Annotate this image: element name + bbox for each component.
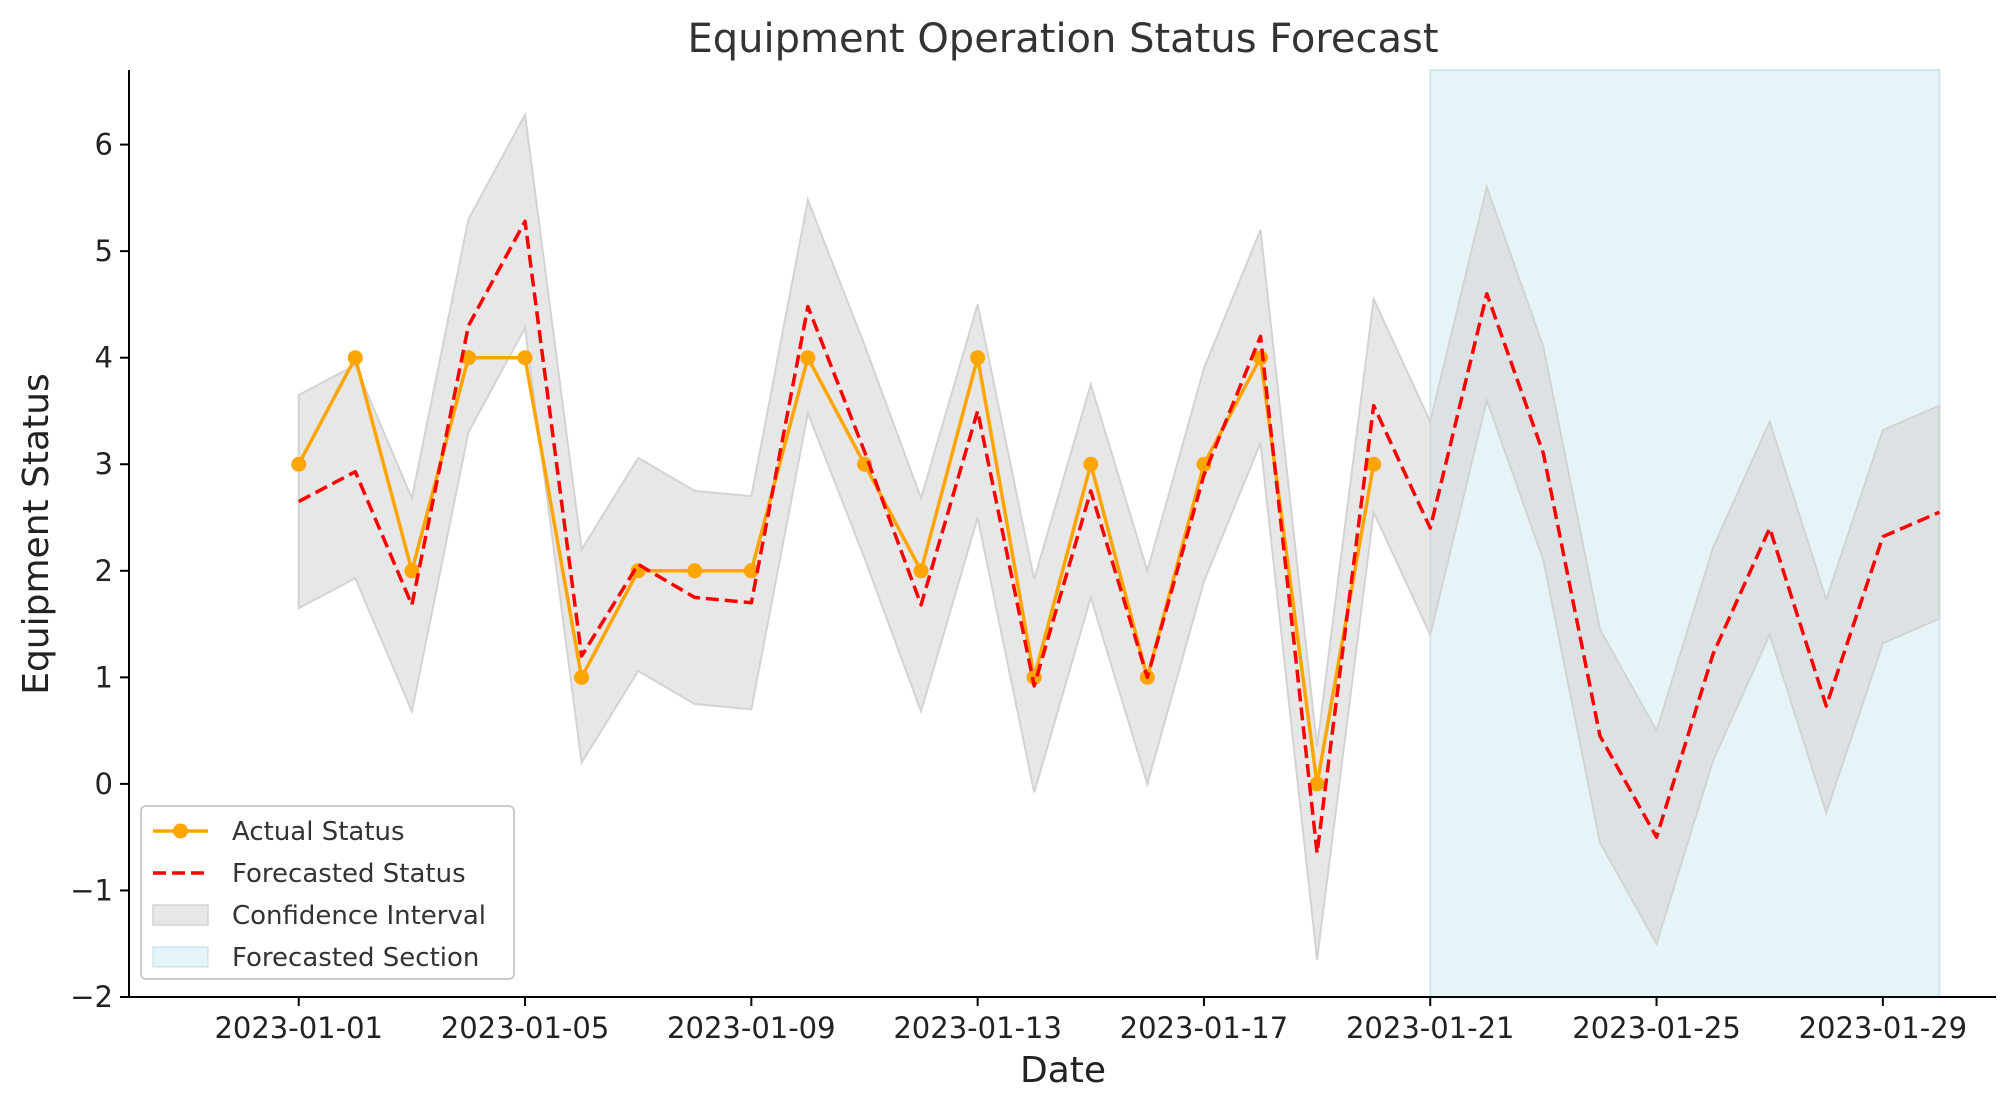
actual-status-point	[1196, 456, 1212, 472]
y-tick-label: 1	[95, 660, 113, 694]
legend-box	[140, 805, 515, 980]
x-tick-label: 2023-01-13	[893, 1011, 1062, 1045]
y-tick-label: 3	[95, 447, 113, 481]
x-axis-label: Date	[1020, 1050, 1106, 1091]
x-tick-label: 2023-01-21	[1346, 1011, 1515, 1045]
x-tick-label: 2023-01-25	[1572, 1011, 1741, 1045]
y-tick-label: 0	[95, 767, 113, 801]
axes: −2 −1 0 1 2 3 4 5 6 2023-01-01 2023-01-05 2023-01-0…	[70, 70, 1996, 1045]
legend-label: Forecasted Section	[232, 943, 479, 973]
y-tick-label: −2	[70, 980, 113, 1014]
actual-status-point	[970, 350, 986, 366]
actual-status-point	[1253, 350, 1269, 366]
actual-status-point	[347, 350, 363, 366]
actual-status-point	[404, 563, 420, 579]
x-tick-label: 2023-01-01	[214, 1011, 383, 1045]
x-tick-label: 2023-01-05	[441, 1011, 610, 1045]
actual-status-point	[913, 563, 929, 579]
actual-status-point	[687, 563, 703, 579]
confidence-interval-band	[297, 111, 1941, 960]
actual-status-point	[743, 563, 759, 579]
actual-series-layer	[291, 350, 1382, 792]
x-tick-label: 2023-01-29	[1799, 1011, 1968, 1045]
y-tick-label: 6	[95, 128, 113, 162]
y-tick-label: 5	[95, 234, 113, 268]
forecast-series-layer	[297, 219, 1941, 855]
actual-status-point	[800, 350, 816, 366]
actual-status-point	[460, 350, 476, 366]
confidence-band-layer	[297, 111, 1941, 960]
legend-label: Forecasted Status	[232, 859, 466, 889]
actual-status-point	[1309, 776, 1325, 792]
legend: Actual Status Forecasted Status Confidence…	[140, 805, 515, 980]
x-tick-label: 2023-01-17	[1120, 1011, 1289, 1045]
y-tick-label: 2	[95, 554, 113, 588]
y-tick-label: 4	[95, 341, 113, 375]
y-axis-label: Equipment Status	[16, 373, 57, 695]
legend-confidence-swatch	[152, 904, 209, 926]
forecasted-status-line	[297, 219, 1941, 855]
legend-section-swatch	[152, 946, 209, 968]
actual-status-line	[297, 355, 1376, 786]
y-tick-label: −1	[70, 873, 113, 907]
chart-title: Equipment Operation Status Forecast	[687, 16, 1438, 62]
actual-status-point	[291, 456, 307, 472]
actual-status-point	[1366, 456, 1382, 472]
actual-status-point	[1083, 456, 1099, 472]
legend-label: Actual Status	[232, 817, 405, 847]
actual-status-point	[517, 350, 533, 366]
x-tick-label: 2023-01-09	[667, 1011, 836, 1045]
legend-label: Confidence Interval	[232, 901, 486, 931]
actual-status-point	[574, 669, 590, 685]
legend-actual-marker	[173, 823, 188, 839]
actual-status-point	[856, 456, 872, 472]
